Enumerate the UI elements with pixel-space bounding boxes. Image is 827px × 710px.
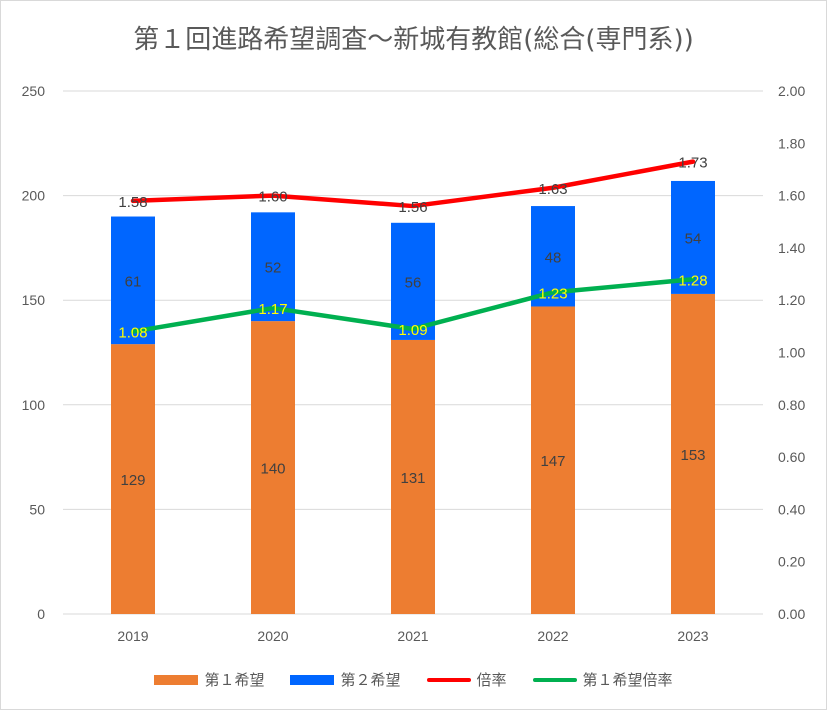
axes: 0 50 100 150 200 250 0.00 0.20 0.40 0.60 0.80 1.00 1…	[22, 83, 806, 644]
data-label-first-choice: 131	[400, 470, 425, 487]
data-label-ratio: 1.60	[258, 189, 287, 206]
bar-first-choice	[251, 321, 295, 614]
data-label-second-choice: 54	[685, 230, 702, 247]
y-left-tick-label: 150	[22, 292, 46, 308]
legend-swatch-ratio	[426, 677, 471, 682]
y-left-tick-label: 50	[29, 501, 45, 517]
data-label-first-ratio: 1.17	[258, 301, 287, 318]
y-right-tick-label: 1.80	[778, 135, 805, 151]
legend-swatch-second-choice	[290, 674, 335, 685]
x-tick-label: 2019	[117, 628, 148, 644]
y-right-tick-label: 1.40	[778, 240, 805, 256]
legend-label-first-ratio: 第１希望倍率	[582, 671, 673, 689]
y-right-tick-label: 2.00	[778, 83, 805, 99]
data-label-first-ratio: 1.09	[398, 322, 427, 339]
data-label-first-choice: 140	[260, 461, 285, 478]
y-right-tick-label: 1.60	[778, 188, 805, 204]
legend-item-first-ratio[interactable]: 第１希望倍率	[532, 669, 673, 690]
bar-first-choice	[391, 339, 435, 614]
lines	[130, 159, 696, 334]
bar-first-choice	[111, 344, 155, 614]
data-label-second-choice: 61	[125, 273, 142, 290]
data-label-ratio: 1.63	[538, 181, 567, 198]
y-right-tick-label: 0.60	[778, 449, 805, 465]
line-first-ratio	[130, 277, 696, 334]
bar-second-choice	[671, 180, 715, 294]
data-label-first-ratio: 1.08	[118, 325, 147, 342]
y-right-tick-label: 1.00	[778, 345, 805, 361]
y-right-tick-label: 0.80	[778, 397, 805, 413]
y-right-tick-label: 0.20	[778, 554, 805, 570]
legend-label-second-choice: 第２希望	[340, 671, 401, 689]
x-tick-label: 2022	[537, 628, 568, 644]
bar-first-choice	[671, 293, 715, 614]
bars	[111, 180, 715, 614]
data-label-first-ratio: 1.23	[538, 285, 567, 302]
chart-title: 第１回進路希望調査～新城有教館(総合(専門系))	[133, 25, 694, 55]
bar-first-choice	[531, 306, 575, 614]
legend-swatch-first-ratio	[532, 677, 577, 682]
bar-second-choice	[251, 212, 295, 322]
line-ratio	[130, 159, 696, 209]
x-tick-label: 2023	[677, 628, 708, 644]
bar-second-choice	[111, 216, 155, 345]
data-label-second-choice: 48	[545, 249, 562, 266]
bar-second-choice	[391, 222, 435, 340]
x-tick-label: 2021	[397, 628, 428, 644]
legend-item-ratio[interactable]: 倍率	[426, 669, 507, 690]
legend-item-second-choice[interactable]: 第２希望	[290, 669, 401, 690]
legend: 第１希望 第２希望 倍率 第１希望倍率	[1, 669, 826, 690]
y-right-tick-label: 0.00	[778, 606, 805, 622]
data-label-second-choice: 52	[265, 260, 282, 277]
legend-label-first-choice: 第１希望	[204, 671, 265, 689]
legend-swatch-first-choice	[154, 674, 199, 685]
y-right-tick-label: 0.40	[778, 501, 805, 517]
data-label-first-ratio: 1.28	[678, 272, 707, 289]
y-left-tick-label: 100	[22, 397, 46, 413]
y-left-tick-label: 200	[22, 188, 46, 204]
legend-label-ratio: 倍率	[476, 671, 507, 689]
data-labels: 129 61 140 52 131 56 147 48 153 54 1.58 1.60 1.56 1.6…	[118, 155, 707, 489]
legend-item-first-choice[interactable]: 第１希望	[154, 669, 264, 690]
y-left-tick-label: 0	[37, 606, 45, 622]
y-right-tick-label: 1.20	[778, 292, 805, 308]
data-label-ratio: 1.58	[118, 194, 147, 211]
data-label-first-choice: 147	[540, 453, 565, 470]
data-label-ratio: 1.56	[398, 199, 427, 216]
data-label-first-choice: 129	[120, 472, 145, 489]
data-label-first-choice: 153	[680, 447, 705, 464]
x-tick-label: 2020	[257, 628, 288, 644]
data-label-second-choice: 56	[405, 274, 422, 291]
y-left-tick-label: 250	[22, 83, 46, 99]
data-label-ratio: 1.73	[678, 155, 707, 172]
